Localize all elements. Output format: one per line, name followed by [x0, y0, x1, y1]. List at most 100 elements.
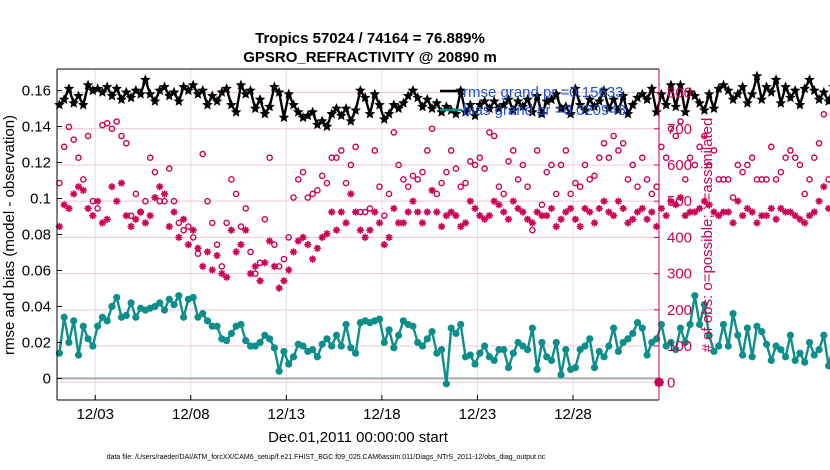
- obs-possible-point: [218, 263, 226, 270]
- bias-point: [108, 302, 116, 311]
- y-tick-label: 0.06: [22, 262, 51, 279]
- rmse-point: [780, 81, 791, 92]
- obs-assimilated-point: [304, 241, 312, 249]
- y2-tick-label: 400: [667, 229, 692, 246]
- bias-point: [280, 347, 288, 356]
- obs-possible-point: [662, 154, 670, 162]
- obs-possible-point: [605, 154, 613, 162]
- rmse-point: [350, 104, 361, 115]
- obs-possible-point: [533, 147, 541, 154]
- rmse-point: [374, 99, 385, 110]
- obs-assimilated-point: [481, 215, 489, 223]
- y-tick-label: 0.12: [22, 155, 51, 172]
- obs-assimilated-point: [629, 215, 637, 223]
- obs-possible-point: [400, 176, 407, 183]
- obs-assimilated-point: [767, 204, 775, 213]
- obs-assimilated-point: [485, 212, 493, 220]
- rmse-point: [641, 93, 653, 105]
- obs-possible-point: [189, 234, 197, 241]
- obs-possible-point: [677, 118, 684, 125]
- obs-possible-point: [170, 197, 178, 205]
- obs-possible-point: [266, 154, 273, 162]
- bias-point: [710, 347, 718, 356]
- obs-possible-point: [294, 176, 302, 183]
- obs-assimilated-point: [782, 208, 790, 216]
- obs-possible-point: [323, 179, 331, 187]
- obs-possible-point: [146, 154, 154, 162]
- rmse-point: [307, 106, 318, 117]
- obs-possible-point: [443, 168, 450, 176]
- obs-possible-point: [591, 172, 598, 180]
- obs-assimilated-point: [199, 262, 207, 270]
- obs-assimilated-point: [127, 222, 135, 231]
- bias-point: [385, 326, 393, 334]
- legend-bias-label: bias grand pr =0.020948: [463, 102, 626, 119]
- obs-assimilated-point: [457, 222, 465, 231]
- obs-possible-point: [395, 161, 402, 169]
- rmse-point: [383, 108, 395, 119]
- rmse-point: [173, 95, 185, 106]
- obs-possible-point: [552, 190, 560, 198]
- bias-point: [743, 324, 751, 332]
- y2-tick-label: 100: [667, 338, 692, 355]
- bias-point: [113, 293, 121, 302]
- obs-possible-point: [103, 120, 111, 127]
- y2-tick-label: 200: [667, 302, 692, 319]
- bias-point: [629, 329, 637, 338]
- bias-point: [605, 342, 613, 350]
- bias-point: [724, 342, 732, 350]
- bias-point: [466, 351, 474, 359]
- obs-possible-point: [161, 197, 168, 205]
- bias-point: [676, 324, 685, 332]
- obs-assimilated-point: [70, 190, 78, 198]
- obs-possible-point: [419, 168, 426, 176]
- y-tick-label: 0.02: [22, 334, 51, 351]
- bias-point: [801, 358, 809, 366]
- obs-possible-point: [466, 158, 474, 165]
- rmse-point: [417, 101, 428, 112]
- obs-assimilated-point: [194, 244, 202, 252]
- obs-possible-point: [208, 219, 216, 227]
- obs-assimilated-point: [581, 204, 589, 213]
- rmse-point: [326, 108, 338, 119]
- bias-point: [547, 356, 556, 365]
- obs-assimilated-point: [815, 197, 823, 205]
- obs-assimilated-point: [576, 222, 584, 231]
- bias-point: [442, 380, 450, 388]
- rmse-point: [636, 88, 648, 99]
- bias-point: [180, 313, 188, 321]
- rmse-point: [751, 70, 763, 81]
- obs-assimilated-point: [256, 277, 264, 285]
- obs-possible-point: [691, 161, 699, 169]
- obs-possible-point: [318, 172, 326, 180]
- obs-possible-point: [791, 154, 799, 162]
- obs-assimilated-point: [189, 226, 197, 234]
- obs-assimilated-point: [89, 212, 97, 220]
- bias-point: [266, 335, 274, 343]
- obs-assimilated-point: [633, 208, 642, 216]
- obs-possible-point: [734, 161, 742, 169]
- bias-point: [65, 338, 73, 347]
- bias-point: [614, 347, 622, 356]
- obs-assimilated-point: [586, 208, 594, 216]
- obs-possible-point: [79, 176, 87, 183]
- obs-possible-point: [744, 161, 751, 169]
- rmse-point: [703, 88, 715, 99]
- rmse-point: [378, 113, 390, 124]
- obs-assimilated-point: [543, 212, 551, 220]
- bias-point: [275, 367, 283, 375]
- y2-tick-label: 800: [667, 85, 692, 102]
- obs-assimilated-point: [595, 204, 603, 213]
- obs-possible-point: [586, 176, 594, 183]
- obs-possible-point: [113, 118, 121, 125]
- obs-assimilated-point: [700, 197, 708, 205]
- obs-assimilated-point: [810, 208, 818, 216]
- bias-point: [825, 362, 830, 370]
- rmse-point: [574, 99, 586, 110]
- obs-possible-point: [366, 205, 374, 212]
- obs-possible-point: [409, 172, 417, 180]
- bias-point: [237, 320, 245, 329]
- bias-point: [610, 324, 618, 332]
- bias-point: [624, 335, 632, 343]
